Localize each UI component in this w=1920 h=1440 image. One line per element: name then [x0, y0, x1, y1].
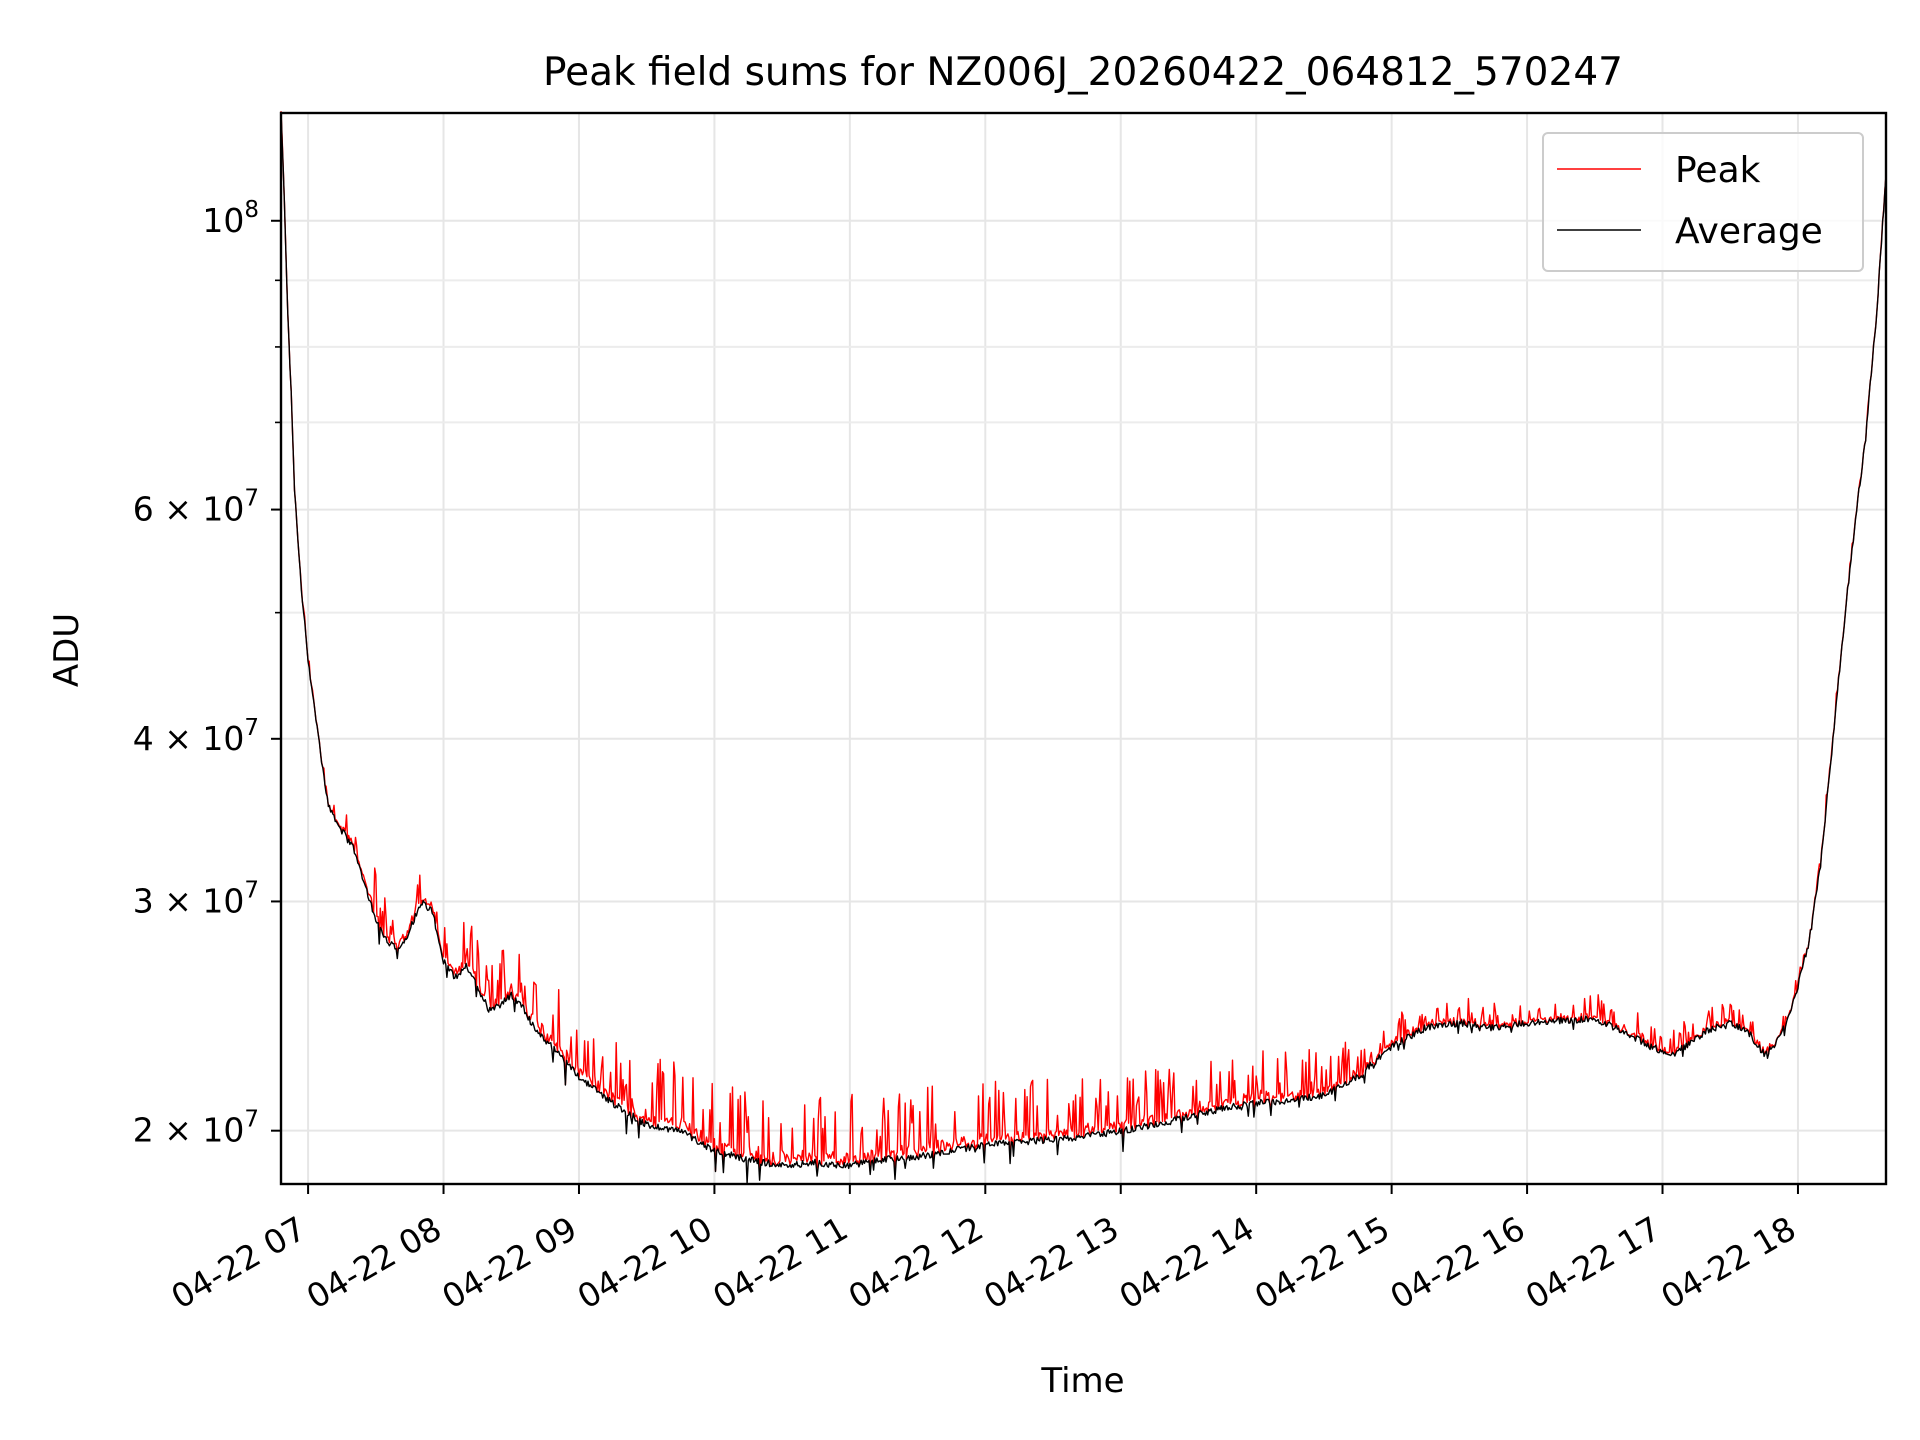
legend-peak-label: Peak: [1675, 150, 1761, 191]
y-tick-label: 6 × 107: [133, 486, 259, 529]
plot-frame: [279, 111, 1888, 1186]
y-tick-label: 3 × 107: [133, 877, 259, 920]
y-tick-label: 2 × 107: [133, 1107, 259, 1150]
y-tick-exponent: 7: [244, 1107, 259, 1133]
chart-title: Peak field sums for NZ006J_20260422_0648…: [543, 50, 1623, 95]
legend-box: [1542, 132, 1864, 272]
y-tick-exponent: 7: [244, 877, 259, 903]
grid: [281, 113, 1886, 1184]
y-tick-exponent: 7: [244, 486, 259, 512]
legend-average-label: Average: [1675, 211, 1823, 252]
plot-area: [280, 111, 1887, 1184]
y-tick-exponent: 8: [244, 197, 259, 223]
y-tick-exponent: 7: [244, 715, 259, 741]
y-axis-label: ADU: [47, 613, 87, 687]
series-line-average: [280, 111, 1887, 1184]
x-axis-label: Time: [1040, 1361, 1124, 1401]
legend: Peak Average: [1542, 132, 1864, 272]
y-tick-label: 4 × 107: [133, 715, 259, 758]
